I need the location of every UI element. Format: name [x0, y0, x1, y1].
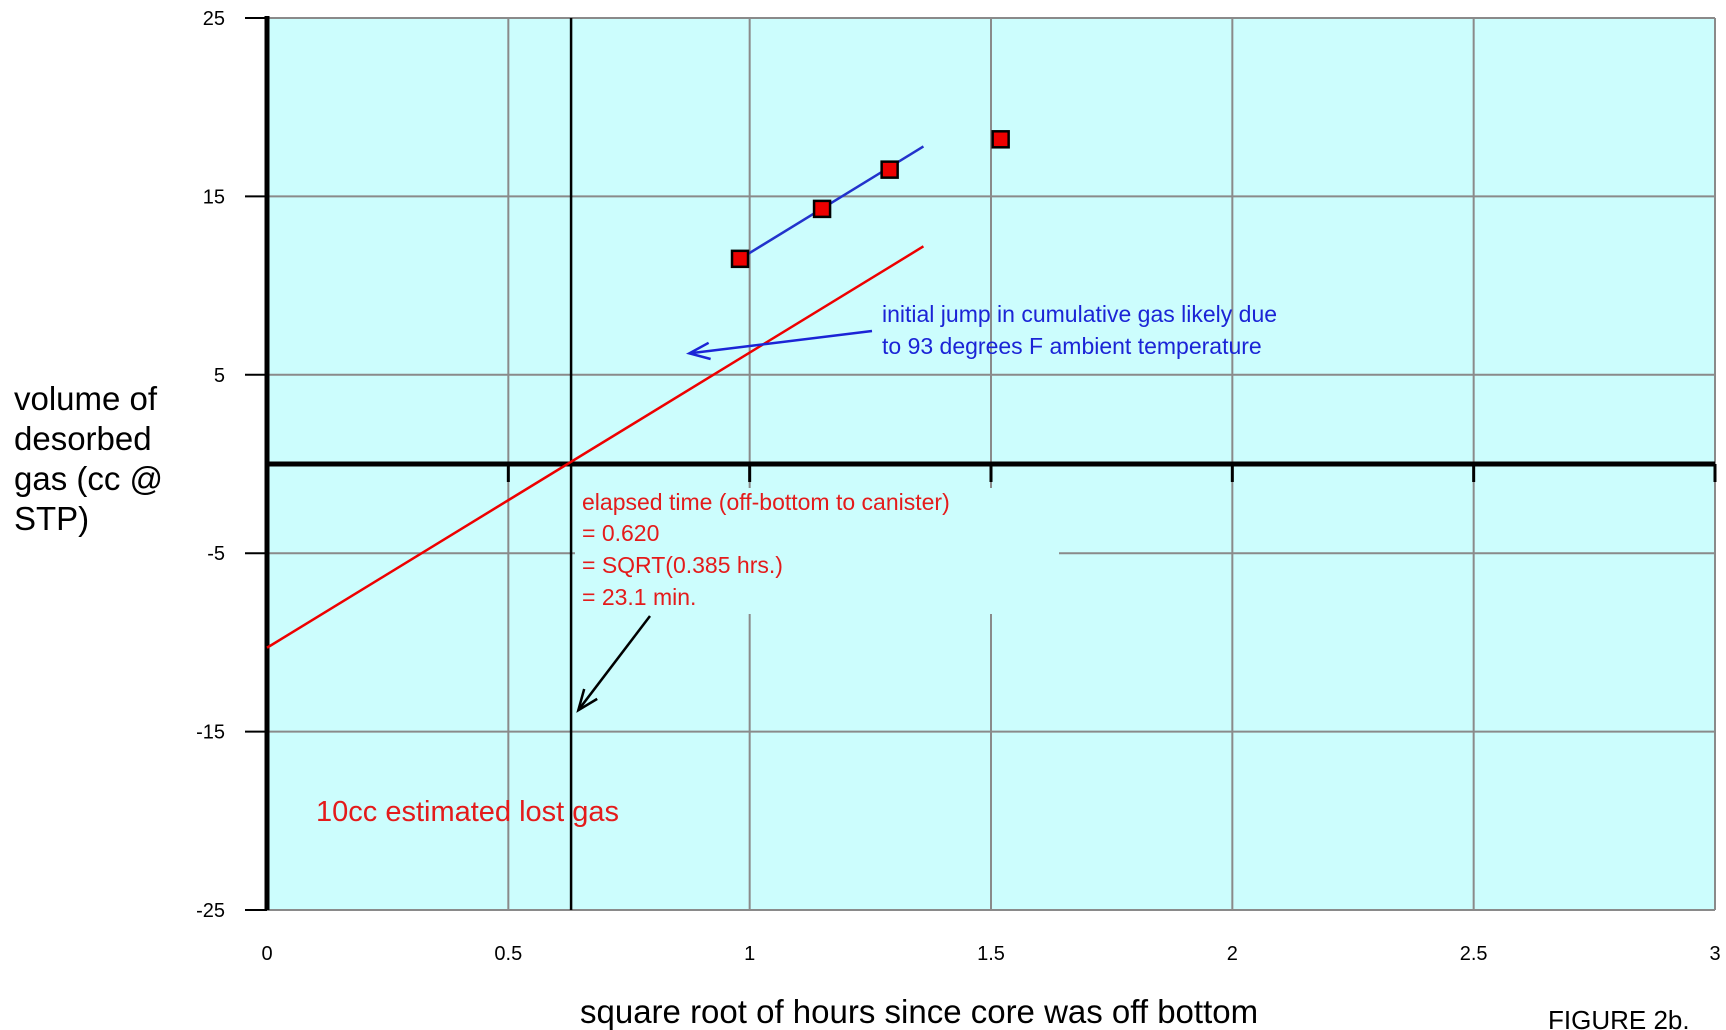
y-axis-label-line-2: desorbed: [14, 420, 152, 457]
x-tick-labels: 0 0.5 1 1.5 2 2.5 3: [261, 943, 1720, 965]
elapsed-note-line-1: elapsed time (off-bottom to canister): [582, 489, 950, 515]
elapsed-note-line-3: = SQRT(0.385 hrs.): [582, 552, 783, 578]
y-axis-label-line-1: volume of: [14, 380, 158, 417]
y-tick-label: -25: [196, 900, 225, 922]
data-point: [993, 131, 1009, 147]
x-axis-label: square root of hours since core was off …: [580, 993, 1258, 1030]
y-tick-label: 5: [214, 365, 225, 387]
temperature-note-line-2: to 93 degrees F ambient temperature: [882, 333, 1262, 359]
y-tick-label: 25: [203, 8, 225, 30]
x-tick-label: 0.5: [494, 943, 522, 965]
x-tick-label: 2: [1227, 943, 1238, 965]
y-axis-label-line-3: gas (cc @: [14, 460, 163, 497]
lost-gas-note: 10cc estimated lost gas: [316, 796, 619, 828]
y-tick-label: -5: [207, 543, 225, 565]
y-axis-label: volume of desorbed gas (cc @ STP): [14, 380, 163, 537]
data-point: [882, 162, 898, 178]
x-tick-label: 2.5: [1460, 943, 1488, 965]
figure-label: FIGURE 2b.: [1548, 1005, 1690, 1030]
y-tick-label: -15: [196, 722, 225, 744]
y-tick-label: 15: [203, 186, 225, 208]
y-axis-label-line-4: STP): [14, 500, 89, 537]
data-point: [732, 251, 748, 267]
temperature-note-line-1: initial jump in cumulative gas likely du…: [882, 301, 1277, 327]
x-tick-label: 1.5: [977, 943, 1005, 965]
y-tick-labels: 25 15 5 -5 -15 -25: [196, 8, 225, 922]
x-tick-label: 1: [744, 943, 755, 965]
x-tick-label: 0: [261, 943, 272, 965]
x-tick-label: 3: [1709, 943, 1720, 965]
elapsed-note-line-4: = 23.1 min.: [582, 584, 696, 610]
elapsed-note-line-2: = 0.620: [582, 520, 659, 546]
data-point: [814, 201, 830, 217]
